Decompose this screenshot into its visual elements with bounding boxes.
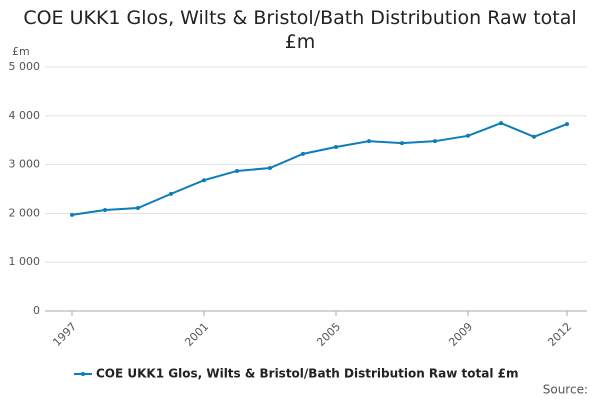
y-tick-label: 2 000 — [9, 206, 41, 219]
point — [499, 121, 503, 126]
x-tick-label: 2005 — [314, 320, 343, 349]
y-tick-label: 1 000 — [9, 255, 41, 268]
y-tick-label: 5 000 — [9, 60, 41, 73]
point — [565, 122, 569, 127]
point — [334, 145, 338, 150]
x-tick-label: 2012 — [545, 320, 574, 349]
point — [103, 207, 107, 212]
legend-marker — [81, 372, 85, 376]
x-tick-label: 1997 — [50, 320, 79, 349]
y-tick-label: 4 000 — [9, 109, 41, 122]
point — [136, 206, 140, 211]
y-axis-label: £m — [12, 45, 30, 58]
x-tick-label: 2009 — [446, 320, 475, 349]
chart-title: COE UKK1 Glos, Wilts & Bristol/Bath Dist… — [23, 7, 577, 53]
point — [268, 166, 272, 171]
point — [433, 139, 437, 144]
series-line — [71, 122, 568, 216]
y-tick-label: 3 000 — [9, 158, 41, 171]
source: Source: — [543, 383, 588, 397]
point — [235, 168, 239, 173]
point — [367, 139, 371, 144]
point — [301, 151, 305, 156]
point — [202, 178, 206, 183]
point — [400, 141, 404, 146]
point — [169, 191, 173, 196]
point — [532, 134, 536, 139]
legend-label: COE UKK1 Glos, Wilts & Bristol/Bath Dist… — [96, 367, 519, 381]
point — [466, 133, 470, 138]
point — [70, 212, 74, 217]
y-tick-label: 0 — [33, 304, 40, 317]
x-tick-label: 2001 — [182, 320, 211, 349]
